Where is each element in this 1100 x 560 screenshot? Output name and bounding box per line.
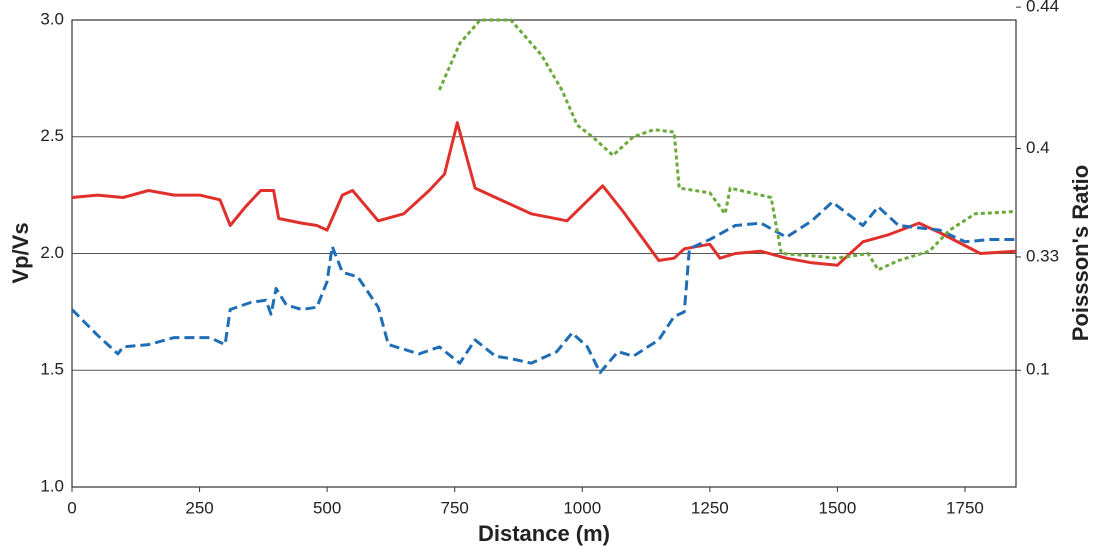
y2-axis-title: Poissson's Ratio (1068, 165, 1093, 341)
x-tick-label: 1500 (818, 498, 856, 517)
series-line (438, 18, 1017, 272)
x-axis-title: Distance (m) (478, 521, 610, 546)
x-tick-label: 250 (185, 498, 213, 517)
y-tick-label: 2.5 (40, 126, 64, 145)
y-tick-label: 1.0 (40, 476, 64, 495)
series-line (70, 200, 1016, 375)
plot-frame (71, 19, 1017, 488)
y-tick-label: 2.0 (40, 243, 64, 262)
y2-tick-label: 0.33 (1026, 246, 1059, 265)
y2-tick-label: 0.4 (1026, 138, 1050, 157)
x-tick-label: 0 (67, 498, 76, 517)
x-tick-label: 750 (441, 498, 469, 517)
y-tick-label: 3.0 (40, 9, 64, 28)
y-tick-label: 1.5 (40, 360, 64, 379)
y2-tick-label: 0.44 (1026, 0, 1059, 16)
series-line (71, 121, 1017, 267)
x-tick-label: 1250 (691, 498, 729, 517)
x-tick-label: 500 (313, 498, 341, 517)
x-tick-label: 1750 (946, 498, 984, 517)
y-axis-title: Vp/Vs (8, 222, 33, 283)
y2-tick-label: 0.1 (1026, 360, 1050, 379)
x-tick-label: 1000 (563, 498, 601, 517)
